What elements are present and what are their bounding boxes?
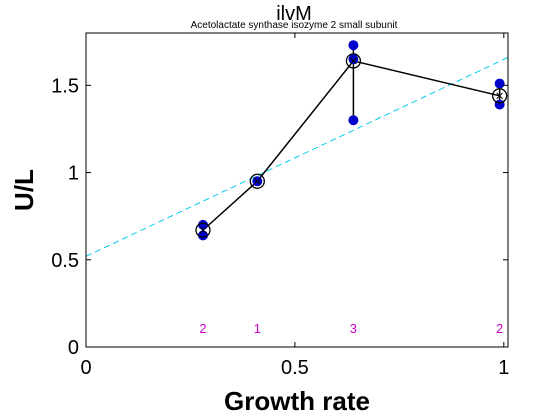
replicate-point — [197, 219, 208, 230]
mean-marker-cross — [253, 177, 261, 185]
y-tick-label: 0.5 — [51, 250, 79, 272]
mean-line — [202, 60, 500, 231]
replicate-point — [348, 115, 359, 126]
y-axis-label: U/L — [9, 169, 39, 211]
x-tick-label: 0 — [80, 357, 91, 379]
replicate-point — [348, 40, 359, 51]
mean-marker — [249, 173, 265, 189]
chart-subtitle: Acetolactate synthase isozyme 2 small su… — [191, 20, 398, 31]
plot-frame — [85, 32, 509, 348]
mean-marker — [491, 88, 508, 104]
y-tick-label: 1.5 — [51, 75, 79, 97]
replicate-count-label: 3 — [350, 321, 357, 336]
chart-title: ilvM — [276, 3, 312, 25]
replicate-count-label: 1 — [254, 321, 261, 336]
plot-area: 2 1 3 2 — [85, 40, 509, 336]
replicate-point — [197, 230, 208, 241]
replicate-count-label: 2 — [199, 321, 206, 336]
replicate-point — [348, 54, 359, 65]
mean-marker — [195, 222, 211, 238]
y-tick-label: 0 — [68, 337, 79, 359]
x-axis-label: Growth rate — [224, 386, 370, 416]
mean-marker-cross — [199, 226, 207, 234]
mean-marker-cross — [496, 92, 503, 100]
replicate-count-label: 2 — [496, 321, 503, 336]
mean-marker-cross — [350, 57, 357, 65]
y-tick-label: 1 — [68, 163, 79, 185]
mean-marker — [345, 53, 362, 69]
x-tick-label: 1 — [498, 357, 509, 379]
replicate-point — [494, 78, 505, 89]
x-tick-label: 0.5 — [281, 357, 309, 379]
fit-line — [85, 56, 509, 257]
axes: 0 0.5 1 0 0.5 1 1.5 — [51, 33, 509, 379]
